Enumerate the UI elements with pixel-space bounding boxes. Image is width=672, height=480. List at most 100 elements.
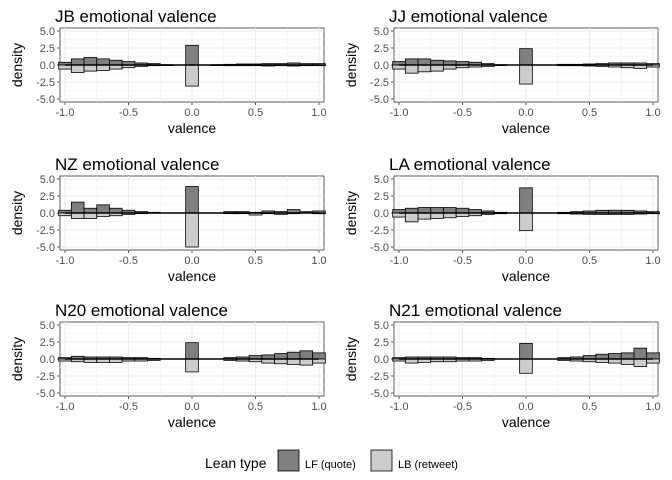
y-tick-label: 2.5	[374, 43, 389, 55]
x-tick-label: -0.5	[453, 255, 472, 267]
y-tick-label: 5.0	[40, 174, 55, 186]
x-tick-label: 0.0	[518, 255, 533, 267]
y-tick-label: -5.0	[36, 94, 55, 106]
bar-lf-quote	[519, 187, 533, 214]
bar-lf-quote	[185, 44, 199, 66]
bar-lb-retweet	[519, 358, 533, 374]
x-tick-label: 1.0	[645, 107, 660, 119]
chart-panel: N20 emotional valence -1.0 -0.5 0.0 0.5 1.0 5.…	[9, 301, 327, 430]
bar-lb-retweet	[430, 212, 444, 219]
x-tick-label: -0.5	[453, 107, 472, 119]
bar-lf-quote	[83, 207, 98, 214]
bar-lf-quote	[417, 58, 432, 66]
bar-lf-quote	[96, 58, 110, 66]
bar-lf-quote	[633, 347, 648, 360]
bar-lf-quote	[70, 58, 85, 66]
bar-lb-retweet	[404, 64, 419, 74]
x-tick-label: 0.0	[184, 401, 199, 413]
x-tick-label: -0.5	[119, 255, 138, 267]
bar-lb-retweet	[299, 358, 314, 366]
y-axis-title: density	[343, 337, 359, 381]
y-tick-label: 0.0	[40, 354, 55, 366]
bar-lb-retweet	[443, 212, 457, 219]
bar-lf-quote	[417, 207, 432, 214]
x-tick-label: 1.0	[311, 255, 326, 267]
y-tick-label: -5.0	[370, 242, 389, 254]
bar-lb-retweet	[417, 64, 432, 73]
y-tick-label: 5.0	[374, 320, 389, 332]
y-tick-label: 0.0	[40, 208, 55, 220]
y-tick-label: 5.0	[374, 26, 389, 38]
y-tick-label: 2.5	[374, 191, 389, 203]
bar-lf-quote	[109, 207, 123, 214]
chart-panels: JB emotional valence -1.0 -0.5 0.0 0.5 1.0 5.0…	[9, 7, 661, 430]
chart-panel: N21 emotional valence -1.0 -0.5 0.0 0.5 1.0 5.…	[343, 301, 661, 430]
bar-lb-retweet	[286, 358, 301, 365]
x-tick-label: -0.5	[119, 107, 138, 119]
bar-lf-quote	[595, 353, 609, 360]
bar-lb-retweet	[633, 358, 648, 367]
chart-panel: NZ emotional valence -1.0 -0.5 0.0 0.5 1.0 5.0…	[9, 155, 327, 284]
bar-lb-retweet	[430, 64, 444, 72]
y-tick-label: -2.5	[370, 225, 389, 237]
chart-title: N20 emotional valence	[55, 301, 228, 320]
x-tick-label: -1.0	[56, 255, 75, 267]
bar-lf-quote	[646, 352, 660, 360]
bar-lb-retweet	[70, 64, 85, 73]
bar-lf-quote	[312, 352, 326, 360]
bar-lb-retweet	[620, 358, 635, 365]
bar-lf-quote	[70, 201, 85, 214]
y-tick-label: 0.0	[374, 60, 389, 72]
y-tick-label: 2.5	[374, 337, 389, 349]
x-axis-title: valence	[168, 268, 216, 284]
y-tick-label: -2.5	[36, 77, 55, 89]
bar-lf-quote	[109, 59, 123, 66]
chart-panel: LA emotional valence -1.0 -0.5 0.0 0.5 1.0 5.0…	[343, 155, 661, 284]
y-axis-title: density	[9, 337, 25, 381]
x-tick-label: -1.0	[56, 107, 75, 119]
y-tick-label: -5.0	[370, 388, 389, 400]
bar-lb-retweet	[96, 64, 110, 71]
bar-lb-retweet	[83, 64, 98, 72]
x-axis-title: valence	[502, 120, 550, 136]
bar-lf-quote	[519, 48, 533, 66]
bar-lf-quote	[96, 204, 110, 214]
bar-lb-retweet	[274, 358, 288, 365]
y-axis-title: density	[9, 43, 25, 87]
x-tick-label: 0.5	[248, 107, 263, 119]
legend-label-lb: LB (retweet)	[398, 459, 458, 471]
chart-title: JJ emotional valence	[389, 7, 548, 26]
legend-swatch-lb	[370, 449, 393, 472]
bar-lf-quote	[404, 207, 419, 214]
bar-lb-retweet	[185, 358, 199, 373]
bar-lf-quote	[83, 57, 98, 66]
chart-title: NZ emotional valence	[55, 155, 219, 174]
x-tick-label: 0.0	[518, 107, 533, 119]
x-tick-label: 0.5	[582, 255, 597, 267]
bar-lb-retweet	[404, 212, 419, 223]
y-tick-label: 5.0	[40, 26, 55, 38]
chart-title: N21 emotional valence	[389, 301, 562, 320]
x-tick-label: 1.0	[311, 401, 326, 413]
bar-lf-quote	[286, 351, 301, 360]
bar-lb-retweet	[185, 212, 199, 248]
x-tick-label: -1.0	[390, 255, 409, 267]
x-tick-label: 1.0	[645, 255, 660, 267]
x-tick-label: -0.5	[453, 401, 472, 413]
y-tick-label: 2.5	[40, 191, 55, 203]
bar-lb-retweet	[519, 64, 533, 85]
x-axis-title: valence	[502, 268, 550, 284]
y-tick-label: 5.0	[374, 174, 389, 186]
bar-lf-quote	[185, 342, 199, 360]
bar-lf-quote	[430, 207, 444, 214]
y-axis-title: density	[343, 43, 359, 87]
bar-lf-quote	[608, 353, 622, 360]
bar-lf-quote	[443, 207, 457, 214]
bar-lb-retweet	[519, 212, 533, 232]
legend-title: Lean type	[205, 455, 267, 471]
x-axis-title: valence	[502, 414, 550, 430]
x-axis-title: valence	[168, 414, 216, 430]
bar-lb-retweet	[417, 212, 432, 220]
chart-title: LA emotional valence	[389, 155, 551, 174]
